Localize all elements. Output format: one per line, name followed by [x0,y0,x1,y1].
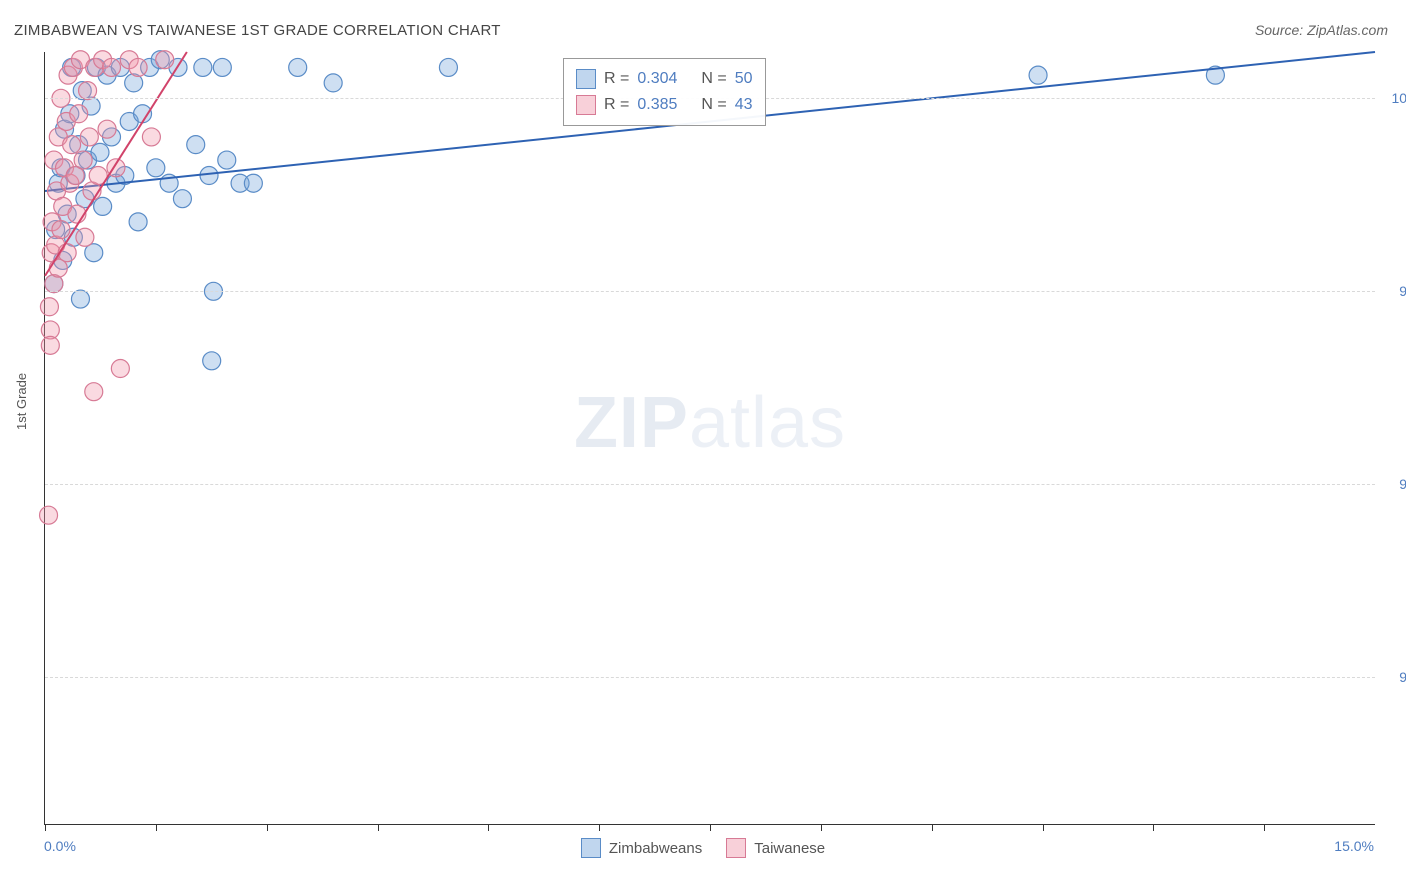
data-point [142,128,160,146]
r-label: R = [604,70,629,88]
series-legend-item: Taiwanese [726,838,825,858]
scatter-svg [45,52,1375,824]
data-point [111,360,129,378]
data-point [76,228,94,246]
x-tick [45,824,46,831]
x-tick [1153,824,1154,831]
y-tick-label: 92.5% [1399,669,1406,685]
data-point [200,167,218,185]
data-point [289,58,307,76]
data-point [52,221,70,239]
data-point [1029,66,1047,84]
gridline [45,291,1375,292]
series-label: Taiwanese [754,840,825,857]
data-point [173,190,191,208]
y-tick-label: 95.0% [1399,476,1406,492]
data-point [129,213,147,231]
legend-swatch [726,838,746,858]
legend-swatch [576,69,596,89]
gridline [45,677,1375,678]
data-point [79,82,97,100]
x-tick [488,824,489,831]
plot-area: ZIPatlas 92.5%95.0%97.5%100.0% [44,52,1375,825]
legend-swatch [576,95,596,115]
legend-swatch [581,838,601,858]
data-point [156,51,174,69]
n-label: N = [701,96,726,114]
series-legend: Zimbabweans Taiwanese [0,838,1406,858]
data-point [74,151,92,169]
x-tick [932,824,933,831]
data-point [71,290,89,308]
y-axis-label: 1st Grade [14,373,29,430]
data-point [129,58,147,76]
n-value: 43 [735,96,753,114]
series-legend-item: Zimbabweans [581,838,702,858]
n-label: N = [701,70,726,88]
x-tick [156,824,157,831]
data-point [103,58,121,76]
r-value: 0.385 [637,96,677,114]
chart-title: ZIMBABWEAN VS TAIWANESE 1ST GRADE CORREL… [14,22,501,39]
source-attribution: Source: ZipAtlas.com [1255,22,1388,38]
data-point [70,105,88,123]
data-point [41,336,59,354]
data-point [203,352,221,370]
legend-row: R = 0.304 N = 50 [576,66,753,92]
data-point [324,74,342,92]
series-label: Zimbabweans [609,840,702,857]
x-tick [1264,824,1265,831]
data-point [63,136,81,154]
data-point [94,197,112,215]
data-point [187,136,205,154]
data-point [40,298,58,316]
data-point [98,120,116,138]
y-tick-label: 100.0% [1392,90,1406,106]
data-point [58,244,76,262]
y-tick-label: 97.5% [1399,283,1406,299]
x-tick [1043,824,1044,831]
data-point [218,151,236,169]
data-point [439,58,457,76]
x-tick [710,824,711,831]
data-point [91,143,109,161]
gridline [45,484,1375,485]
data-point [85,383,103,401]
r-label: R = [604,96,629,114]
data-point [194,58,212,76]
data-point [80,128,98,146]
data-point [147,159,165,177]
data-point [213,58,231,76]
correlation-legend: R = 0.304 N = 50 R = 0.385 N = 43 [563,58,766,126]
data-point [40,506,58,524]
legend-row: R = 0.385 N = 43 [576,92,753,118]
n-value: 50 [735,70,753,88]
x-tick [599,824,600,831]
x-tick [378,824,379,831]
x-tick [267,824,268,831]
x-tick [821,824,822,831]
r-value: 0.304 [637,70,677,88]
data-point [244,174,262,192]
